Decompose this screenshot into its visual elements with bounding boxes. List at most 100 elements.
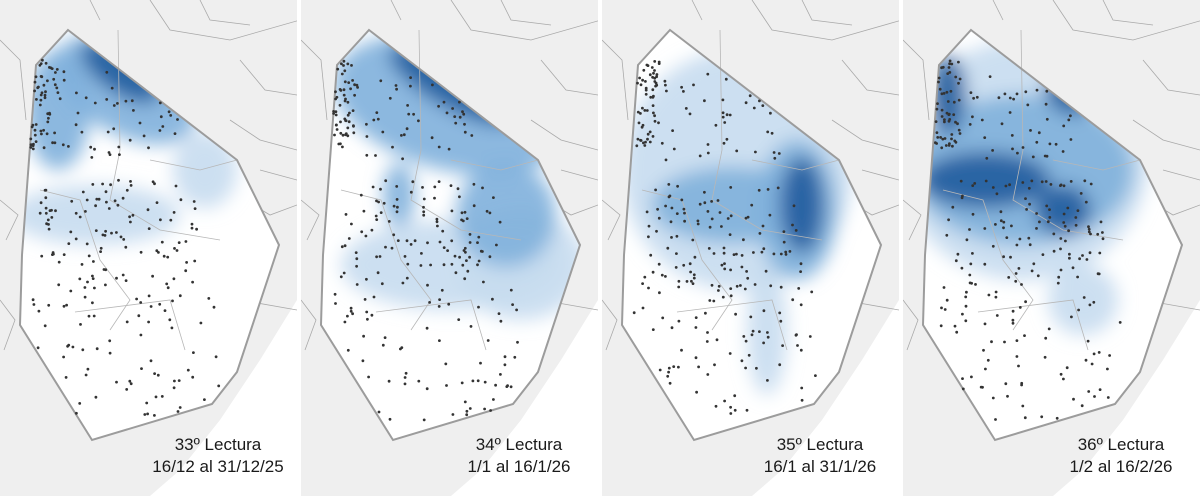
station-point [212, 305, 216, 309]
station-point [968, 273, 972, 277]
station-point [347, 120, 351, 124]
station-point [419, 264, 423, 267]
station-point [445, 384, 448, 387]
station-point [958, 77, 962, 81]
station-point [65, 303, 68, 307]
station-point [943, 120, 946, 124]
station-point [937, 80, 940, 84]
station-point [655, 229, 658, 233]
station-point [1024, 300, 1027, 304]
station-point [449, 184, 453, 188]
station-point [177, 241, 181, 245]
station-point [788, 250, 792, 253]
station-point [336, 67, 340, 71]
station-point [193, 259, 197, 263]
ocean-area [752, 300, 899, 496]
station-point [1082, 296, 1086, 299]
station-point [954, 259, 958, 263]
station-point [404, 371, 408, 375]
station-point [465, 409, 469, 413]
map-svg [602, 0, 899, 496]
station-point [641, 106, 644, 110]
station-point [943, 308, 947, 311]
station-point [766, 335, 770, 339]
station-point [707, 247, 711, 250]
station-point [172, 211, 176, 214]
station-point [498, 220, 502, 224]
station-point [462, 112, 466, 116]
station-point [442, 246, 446, 250]
station-point [1061, 150, 1065, 153]
station-point [971, 212, 975, 216]
station-point [184, 240, 188, 243]
station-point [90, 156, 94, 159]
station-point [651, 88, 655, 92]
station-point [995, 192, 999, 196]
station-point [684, 107, 688, 110]
station-point [957, 60, 960, 64]
station-point [353, 93, 356, 97]
anomaly-area [747, 265, 787, 395]
station-point [343, 69, 347, 73]
station-point [1010, 224, 1013, 228]
station-point [794, 333, 798, 337]
station-point [132, 109, 135, 112]
station-point [44, 90, 47, 94]
station-point [403, 376, 407, 379]
station-point [1015, 92, 1019, 96]
station-point [638, 76, 641, 80]
station-point [158, 302, 162, 306]
station-point [438, 298, 441, 301]
station-point [93, 147, 96, 151]
map-svg [301, 0, 598, 496]
map-panel-2: 34º Lectura 1/1 al 16/1/26 [301, 0, 598, 496]
station-point [55, 68, 59, 71]
station-point [797, 287, 801, 290]
station-point [343, 80, 347, 84]
station-point [450, 262, 454, 266]
station-point [146, 412, 150, 416]
station-point [38, 211, 42, 215]
station-point [346, 348, 350, 352]
station-point [1035, 140, 1039, 144]
station-point [703, 99, 706, 103]
station-point [777, 152, 781, 155]
panel-caption: 33º Lectura 16/12 al 31/12/25 [148, 434, 288, 478]
station-point [379, 187, 382, 191]
station-point [402, 133, 406, 137]
station-point [1077, 308, 1080, 312]
station-point [760, 250, 764, 254]
station-point [695, 390, 698, 394]
station-point [375, 255, 378, 259]
station-point [691, 238, 695, 242]
station-point [176, 118, 179, 121]
station-point [360, 230, 364, 234]
station-point [453, 115, 457, 118]
station-point [81, 348, 85, 352]
station-point [417, 119, 420, 123]
station-point [1048, 142, 1052, 146]
station-point [95, 197, 99, 201]
station-point [488, 255, 492, 259]
station-point [93, 286, 96, 290]
station-point [740, 254, 744, 257]
station-point [1062, 212, 1066, 216]
map-panel-3: 35º Lectura 16/1 al 31/1/26 [602, 0, 899, 496]
station-point [752, 251, 755, 254]
station-point [639, 139, 643, 142]
station-point [472, 182, 476, 186]
station-point [971, 252, 974, 255]
station-point [1011, 318, 1015, 322]
station-point [716, 199, 720, 202]
station-point [735, 149, 739, 153]
anomaly-area [456, 163, 556, 267]
station-point [101, 182, 104, 186]
station-point [743, 287, 747, 291]
station-point [990, 340, 993, 344]
station-point [139, 333, 143, 337]
station-point [643, 109, 647, 112]
station-point [999, 219, 1003, 223]
station-point [395, 185, 399, 188]
station-point [465, 259, 468, 262]
station-point [717, 289, 720, 292]
